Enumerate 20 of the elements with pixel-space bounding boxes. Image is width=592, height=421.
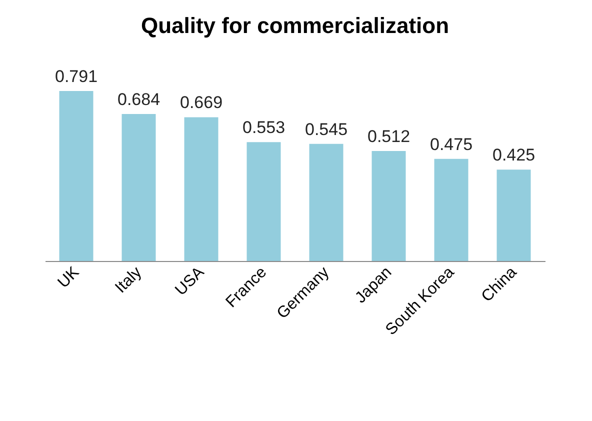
- bar: [246, 142, 281, 261]
- data-label: 0.512: [367, 126, 410, 146]
- data-label: 0.669: [180, 93, 223, 112]
- bar: [184, 117, 218, 261]
- bar: [59, 91, 94, 261]
- data-label: 0.791: [54, 67, 98, 86]
- data-label: 0.545: [304, 120, 348, 139]
- bar: [496, 170, 531, 261]
- bar: [372, 150, 406, 261]
- chart-title: Quality for commercialization: [140, 13, 450, 38]
- x-tick-label: Italy: [112, 264, 146, 297]
- x-tick-label: UK: [54, 264, 83, 292]
- data-label: 0.425: [492, 146, 536, 165]
- data-label: 0.475: [430, 134, 473, 154]
- data-label: 0.684: [117, 90, 160, 109]
- x-tick-label: USA: [172, 264, 208, 300]
- bar: [122, 114, 156, 261]
- bar: [309, 144, 344, 261]
- data-label: 0.553: [242, 118, 286, 138]
- bar: [434, 158, 468, 261]
